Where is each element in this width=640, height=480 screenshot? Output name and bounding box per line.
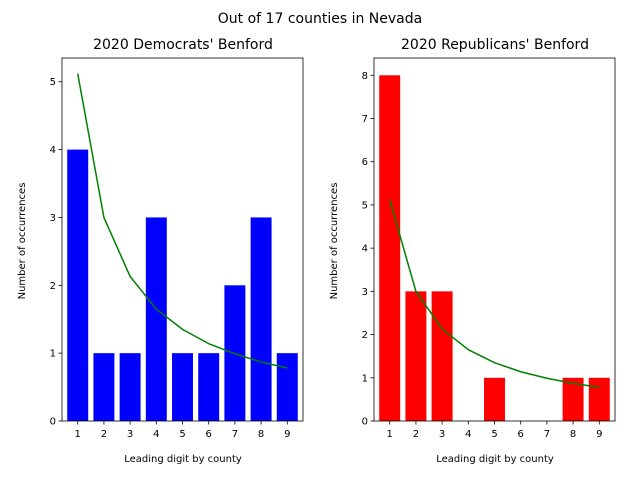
y-tick-label: 2 — [362, 330, 368, 341]
plot-area: 1 2 3 4 5 6 7 8 9 0 1 2 3 4 5 — [50, 57, 304, 440]
bar-9 — [276, 353, 298, 421]
y-tick-label: 3 — [50, 213, 56, 224]
chart-title: 2020 Democrats' Benford — [93, 37, 273, 53]
x-tick-label: 4 — [465, 429, 471, 440]
x-tick-label: 8 — [258, 429, 264, 440]
x-tick-label: 6 — [206, 429, 212, 440]
y-tick-label: 7 — [362, 114, 368, 125]
bar-6 — [198, 353, 220, 421]
y-tick-label: 4 — [362, 244, 368, 255]
y-tick-label: 8 — [362, 71, 368, 82]
x-tick-label: 1 — [75, 429, 81, 440]
y-tick-label: 3 — [362, 287, 368, 298]
plot-area: 1 2 3 4 5 6 7 8 9 0 1 2 3 4 5 6 7 8 — [362, 57, 616, 440]
chart-democrats: 2020 Democrats' Benford Leading digit by… — [17, 37, 304, 465]
y-tick-label: 1 — [50, 349, 56, 360]
x-tick-label: 6 — [518, 429, 524, 440]
y-tick-label: 5 — [362, 200, 368, 211]
x-axis-label: Leading digit by county — [436, 454, 554, 465]
bar-1 — [379, 75, 401, 421]
x-tick-label: 3 — [439, 429, 445, 440]
bar-3 — [431, 291, 453, 421]
y-tick-label: 1 — [362, 373, 368, 384]
benford-expected-line — [388, 199, 600, 389]
x-tick-label: 2 — [413, 429, 419, 440]
x-tick-label: 5 — [491, 429, 497, 440]
x-tick-label: 3 — [127, 429, 133, 440]
x-tick-label: 7 — [232, 429, 238, 440]
y-tick-label: 0 — [50, 417, 56, 428]
chart-republicans: 2020 Republicans' Benford Leading digit … — [329, 37, 616, 465]
chart-title: 2020 Republicans' Benford — [401, 37, 589, 53]
bar-2 — [93, 353, 115, 421]
bar-2 — [405, 291, 427, 421]
x-axis-label: Leading digit by county — [124, 454, 242, 465]
x-tick-label: 9 — [284, 429, 290, 440]
y-tick-label: 4 — [50, 145, 56, 156]
y-axis-label: Number of occurrences — [17, 183, 28, 300]
y-tick-label: 6 — [362, 157, 368, 168]
bar-3 — [119, 353, 141, 421]
x-tick-label: 4 — [153, 429, 159, 440]
x-tick-label: 7 — [544, 429, 550, 440]
y-tick-label: 5 — [50, 77, 56, 88]
y-tick-label: 2 — [50, 281, 56, 292]
bar-9 — [588, 377, 610, 421]
figure-suptitle: Out of 17 counties in Nevada — [218, 11, 422, 27]
bar-8 — [250, 217, 272, 421]
x-tick-label: 1 — [387, 429, 393, 440]
x-tick-label: 2 — [101, 429, 107, 440]
bar-8 — [562, 377, 584, 421]
x-tick-label: 8 — [570, 429, 576, 440]
benford-expected-line — [76, 73, 288, 369]
x-tick-label: 5 — [179, 429, 185, 440]
bar-5 — [484, 377, 505, 421]
y-tick-label: 0 — [362, 417, 368, 428]
bar-4 — [145, 217, 167, 421]
bar-1 — [67, 149, 89, 421]
x-tick-label: 9 — [596, 429, 602, 440]
y-axis-label: Number of occurrences — [329, 183, 340, 300]
bar-5 — [172, 353, 193, 421]
